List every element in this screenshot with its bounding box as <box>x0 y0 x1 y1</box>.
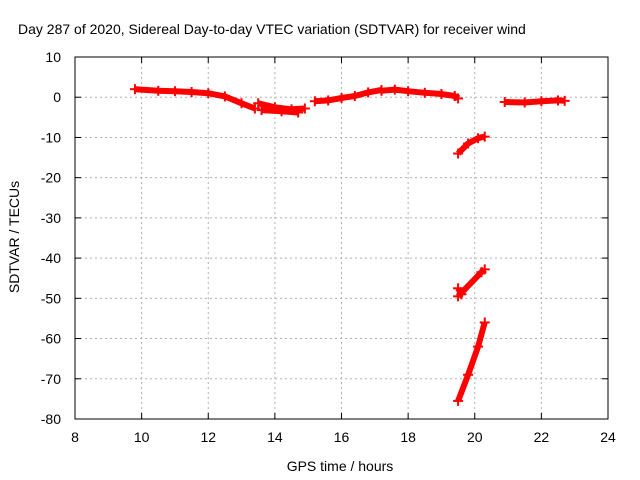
grid-lines <box>75 57 608 419</box>
x-tick-label: 18 <box>400 429 416 445</box>
y-tick-label: -40 <box>41 250 61 266</box>
series-segment <box>381 86 460 101</box>
x-axis-label: GPS time / hours <box>287 458 394 474</box>
y-tick-label: -80 <box>41 411 61 427</box>
y-tick-label: -30 <box>41 210 61 226</box>
y-tick-label: -70 <box>41 371 61 387</box>
chart-title: Day 287 of 2020, Sidereal Day-to-day VTE… <box>18 21 526 37</box>
y-tick-label: -10 <box>41 129 61 145</box>
y-axis-label: SDTVAR / TECUs <box>6 181 22 293</box>
series-segment <box>455 321 488 402</box>
y-tick-label: -50 <box>41 290 61 306</box>
tick-marks <box>74 56 609 420</box>
y-tick-label: 10 <box>45 49 61 65</box>
y-tick-label: -20 <box>41 170 61 186</box>
x-tick-label: 14 <box>267 429 283 445</box>
series-layer <box>129 84 570 406</box>
x-tick-labels: 8 10 12 14 16 18 20 22 24 <box>71 429 616 445</box>
x-tick-label: 10 <box>134 429 150 445</box>
x-tick-label: 8 <box>71 429 79 445</box>
x-tick-label: 16 <box>334 429 350 445</box>
y-tick-label: 0 <box>53 89 61 105</box>
x-tick-label: 20 <box>467 429 483 445</box>
y-tick-labels: -80 -70 -60 -50 -40 -30 -20 -10 0 10 <box>41 49 61 427</box>
y-tick-label: -60 <box>41 331 61 347</box>
x-tick-label: 24 <box>600 429 616 445</box>
x-tick-label: 22 <box>534 429 550 445</box>
x-tick-label: 12 <box>200 429 216 445</box>
